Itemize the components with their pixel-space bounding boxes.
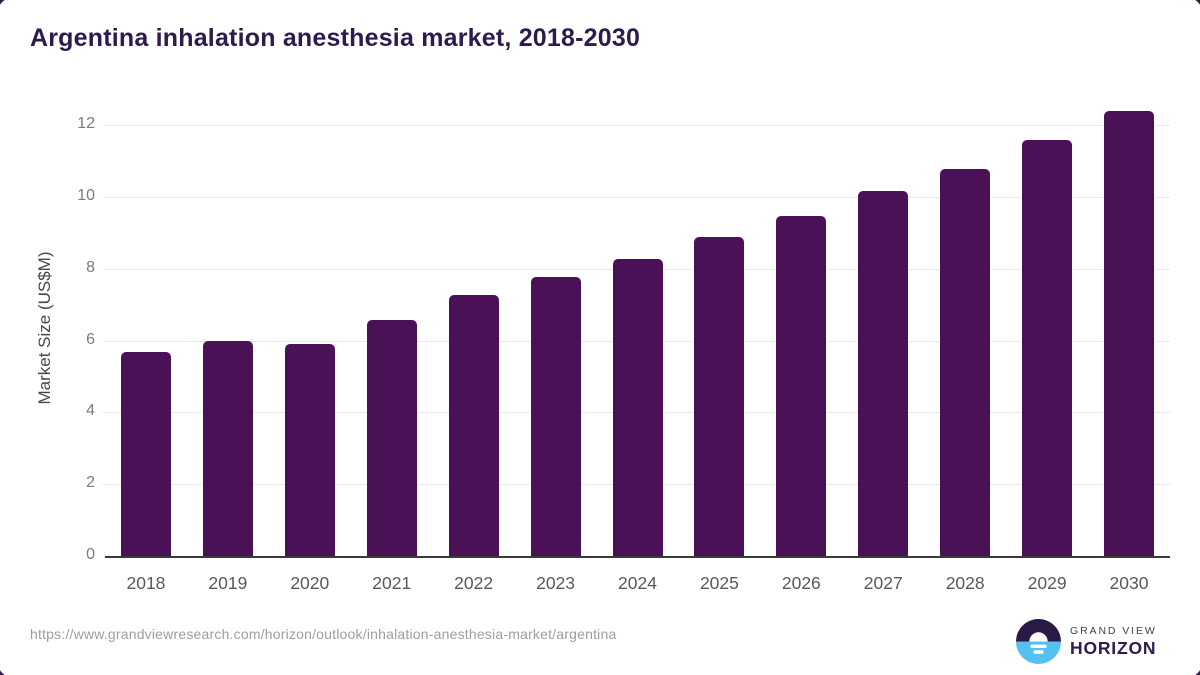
x-tick-label-2026: 2026: [781, 573, 821, 593]
bar-2029: [1022, 140, 1073, 556]
bar-2019: [202, 341, 253, 556]
y-tick-label-12: 12: [77, 115, 95, 133]
x-tick-label-2027: 2027: [863, 573, 903, 593]
bar-2025: [694, 237, 745, 556]
x-tick-label-2021: 2021: [372, 573, 412, 593]
bar-2027: [858, 190, 909, 556]
brand-logo: GRAND VIEW HORIZON: [1016, 619, 1157, 664]
chart-title: Argentina inhalation anesthesia market, …: [30, 24, 641, 52]
bar-2020: [284, 344, 335, 556]
y-tick-label-4: 4: [86, 402, 95, 420]
x-tick-label-2024: 2024: [618, 573, 657, 593]
x-tick-label-2025: 2025: [699, 573, 739, 593]
x-tick-label-2023: 2023: [536, 573, 576, 593]
bar-2030: [1104, 111, 1155, 556]
x-tick-label-2030: 2030: [1109, 573, 1149, 593]
bar-2028: [940, 168, 991, 556]
x-tick-label-2028: 2028: [945, 573, 985, 593]
bar-2021: [366, 319, 417, 556]
bar-2026: [776, 215, 827, 556]
gridline-y-12: [103, 125, 1170, 127]
source-url: https://www.grandviewresearch.com/horizo…: [30, 626, 617, 642]
bar-2022: [448, 294, 499, 556]
brand-wordmark: GRAND VIEW HORIZON: [1070, 625, 1157, 659]
horizon-sun-logo-icon: [1016, 619, 1061, 664]
gridline-y-10: [103, 196, 1170, 198]
bar-2023: [530, 276, 581, 556]
bar-chart-plot-area: 0 2 4 6 8 10 12 2018 2019 2020 2021 2022 2023 2024 202…: [77, 100, 1170, 593]
x-tick-label-2018: 2018: [126, 573, 166, 593]
bar-2018: [120, 352, 171, 556]
x-tick-label-2020: 2020: [290, 573, 330, 593]
y-tick-label-8: 8: [86, 258, 95, 276]
y-tick-label-6: 6: [86, 330, 95, 348]
bar-2024: [612, 258, 663, 556]
y-tick-label-10: 10: [77, 186, 95, 204]
brand-name-bottom: HORIZON: [1070, 637, 1157, 658]
x-tick-label-2029: 2029: [1027, 573, 1067, 593]
y-tick-label-0: 0: [86, 546, 95, 563]
brand-name-top: GRAND VIEW: [1070, 624, 1157, 637]
y-axis-title: Market Size (US$M): [35, 251, 54, 405]
x-tick-label-2019: 2019: [208, 573, 248, 593]
y-tick-label-2: 2: [86, 474, 95, 492]
x-tick-label-2022: 2022: [454, 573, 494, 593]
